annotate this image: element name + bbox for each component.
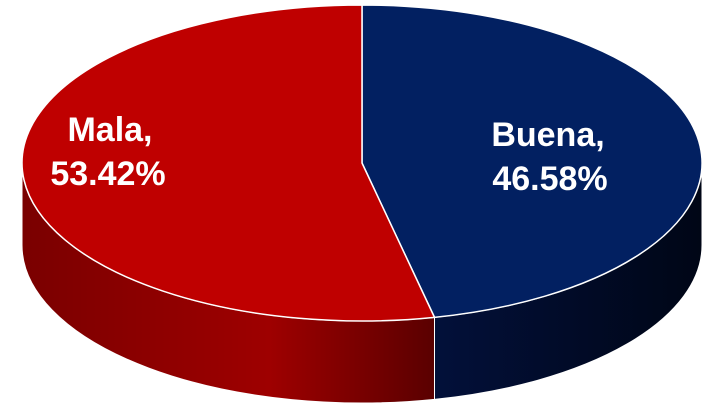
slice-mala xyxy=(21,4,436,322)
label-mala-value: 53.42% xyxy=(50,155,165,193)
pie-labels: Buena, 46.58% Mala, 53.42% xyxy=(50,111,607,198)
label-buena-value: 46.58% xyxy=(492,160,607,198)
pie-top-faces xyxy=(21,4,703,322)
slice-buena xyxy=(361,4,703,319)
label-buena-category: Buena, xyxy=(491,116,604,154)
label-mala-category: Mala, xyxy=(67,111,152,149)
